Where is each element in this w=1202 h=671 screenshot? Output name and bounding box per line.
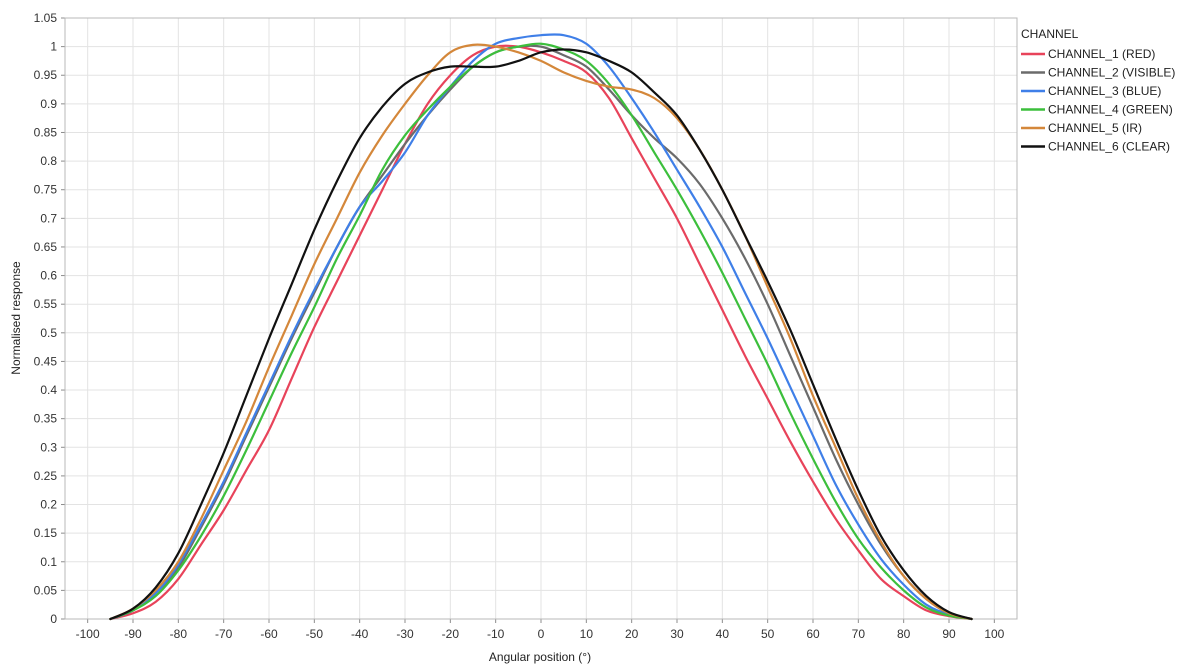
x-axis-title: Angular position (°) — [489, 650, 591, 664]
x-tick-label: 20 — [625, 627, 639, 641]
x-tick-label: -10 — [487, 627, 505, 641]
axes — [61, 17, 1018, 623]
legend-label-2: CHANNEL_2 (VISIBLE) — [1048, 66, 1175, 80]
series-lines — [109, 33, 973, 621]
x-tick-label: -40 — [351, 627, 369, 641]
y-tick-label: 0.6 — [40, 269, 57, 283]
x-tick-label: 90 — [942, 627, 956, 641]
x-tick-label: 60 — [806, 627, 820, 641]
tick-labels: -100 -90 -80 -70 -60 -50 -40 -30 -20 -10 0 10 20 30 40… — [34, 11, 1005, 641]
y-tick-label: 0.1 — [40, 555, 57, 569]
legend-label-4: CHANNEL_4 (GREEN) — [1048, 103, 1173, 117]
y-tick-label: 0.55 — [34, 297, 58, 311]
legend-label-6: CHANNEL_6 (CLEAR) — [1048, 140, 1170, 154]
plot-frame — [64, 17, 1018, 620]
x-tick-label: 80 — [897, 627, 911, 641]
x-tick-label: -60 — [260, 627, 278, 641]
x-tick-label: -20 — [442, 627, 460, 641]
y-tick-label: 0.35 — [34, 412, 58, 426]
y-tick-label: 0.15 — [34, 526, 58, 540]
y-tick-label: 0.25 — [34, 469, 58, 483]
series-line-5 — [109, 43, 973, 621]
y-tick-label: 0.05 — [34, 583, 58, 597]
legend: CHANNEL CHANNEL_1 (RED) CHANNEL_2 (VISIBL… — [1021, 27, 1175, 154]
legend-title: CHANNEL — [1021, 27, 1079, 41]
x-tick-label: -80 — [170, 627, 188, 641]
y-tick-label: 0.8 — [40, 154, 57, 168]
y-tick-label: 1 — [50, 40, 57, 54]
legend-label-3: CHANNEL_3 (BLUE) — [1048, 84, 1161, 98]
y-tick-label: 0.3 — [40, 440, 57, 454]
x-tick-label: 30 — [670, 627, 684, 641]
x-tick-label: -50 — [306, 627, 324, 641]
series-line-2 — [109, 44, 973, 621]
x-tick-label: 70 — [852, 627, 866, 641]
x-tick-label: 0 — [538, 627, 545, 641]
series-line-6 — [109, 48, 973, 621]
y-tick-label: 0.5 — [40, 326, 57, 340]
x-tick-label: -30 — [396, 627, 414, 641]
series-line-3 — [109, 33, 973, 621]
x-tick-label: -100 — [76, 627, 100, 641]
x-tick-label: 40 — [716, 627, 730, 641]
y-axis-title: Normalised response — [9, 261, 23, 375]
y-tick-label: 0.75 — [34, 183, 58, 197]
legend-label-5: CHANNEL_5 (IR) — [1048, 121, 1142, 135]
y-tick-label: 0.45 — [34, 354, 58, 368]
y-tick-label: 0.2 — [40, 498, 57, 512]
legend-label-1: CHANNEL_1 (RED) — [1048, 47, 1155, 61]
y-tick-label: 0.65 — [34, 240, 58, 254]
x-tick-label: 50 — [761, 627, 775, 641]
y-tick-label: 0.4 — [40, 383, 57, 397]
y-tick-label: 0.9 — [40, 97, 57, 111]
y-tick-label: 0.7 — [40, 211, 57, 225]
y-tick-label: 0.85 — [34, 125, 58, 139]
y-tick-label: 0 — [50, 612, 57, 626]
x-tick-label: 100 — [984, 627, 1004, 641]
x-tick-label: -70 — [215, 627, 233, 641]
y-tick-label: 1.05 — [34, 11, 58, 25]
y-tick-label: 0.95 — [34, 68, 58, 82]
x-tick-label: 10 — [580, 627, 594, 641]
x-tick-label: -90 — [124, 627, 142, 641]
series-line-4 — [109, 42, 973, 621]
legend-items: CHANNEL_1 (RED) CHANNEL_2 (VISIBLE) CHANNE… — [1021, 47, 1175, 154]
